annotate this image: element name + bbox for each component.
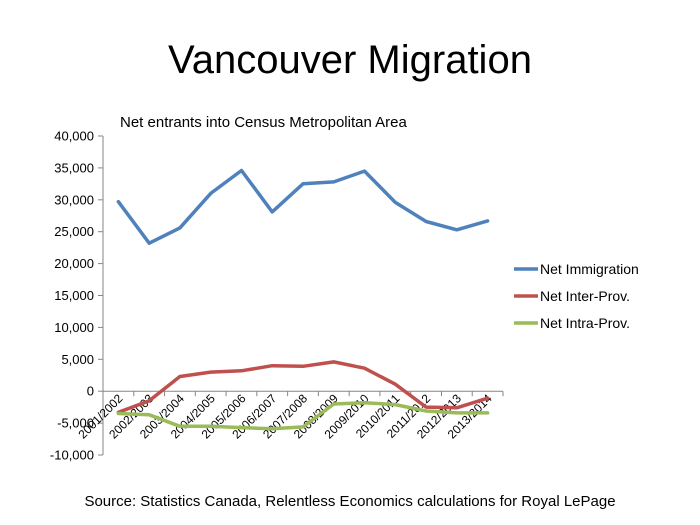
slide-title: Vancouver Migration	[168, 38, 532, 82]
y-tick-label: 35,000	[54, 160, 94, 175]
y-axis: 40,000 35,000 30,000 25,000 20,000 15,000 10,0…	[50, 129, 104, 463]
y-tick-label: 15,000	[54, 288, 94, 303]
legend-label: Net Immigration	[540, 261, 639, 277]
y-tick-label: 40,000	[54, 129, 94, 144]
series-lines	[116, 168, 490, 431]
series-line-net-immigration	[116, 168, 490, 245]
source-note: Source: Statistics Canada, Relentless Ec…	[84, 493, 616, 510]
chart-subtitle: Net entrants into Census Metropolitan Ar…	[120, 114, 407, 131]
y-tick-label: -5,000	[57, 416, 94, 431]
y-tick-label: 20,000	[54, 256, 94, 271]
y-tick-label: -10,000	[50, 448, 94, 463]
y-tick-label: 10,000	[54, 320, 94, 335]
y-tick-label: 30,000	[54, 192, 94, 207]
legend: Net Immigration Net Inter-Prov. Net Intra-…	[514, 261, 639, 331]
y-tick-label: 25,000	[54, 224, 94, 239]
series-line-net-intra-prov	[116, 400, 490, 431]
legend-label: Net Inter-Prov.	[540, 288, 630, 304]
legend-label: Net Intra-Prov.	[540, 315, 630, 331]
y-tick-label: 5,000	[61, 352, 94, 367]
y-tick-label: 0	[87, 384, 94, 399]
x-axis: 2001/20022002/20032003/20042004/20052005…	[75, 390, 504, 441]
series-line-net-inter-prov	[116, 360, 490, 415]
